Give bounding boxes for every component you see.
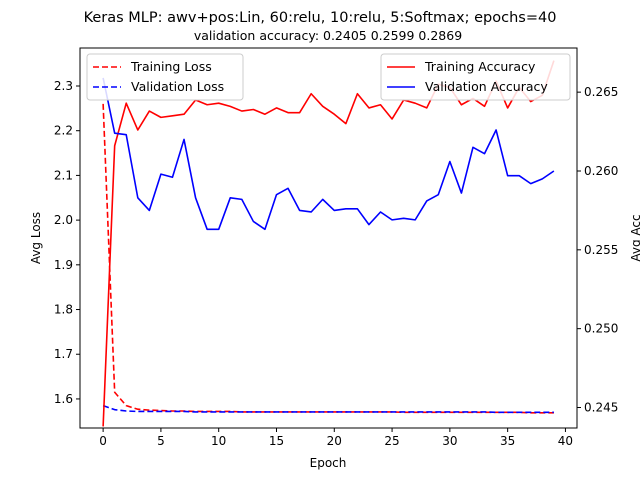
series-line-validation-loss bbox=[102, 404, 554, 414]
x-tick-label: 0 bbox=[99, 434, 107, 448]
x-tick-label: 10 bbox=[211, 434, 226, 448]
y-left-tick-label: 2.3 bbox=[54, 79, 73, 93]
y-left-tick-label: 2.0 bbox=[54, 213, 73, 227]
x-tick-label: 35 bbox=[500, 434, 515, 448]
legend-validation-accuracy-label: Validation Accuracy bbox=[425, 79, 548, 94]
x-tick-label: 5 bbox=[157, 434, 165, 448]
chart-title: Keras MLP: awv+pos:Lin, 60:relu, 10:relu… bbox=[84, 10, 557, 26]
legend-training-loss-label: Training Loss bbox=[130, 59, 212, 74]
series-line-training-accuracy bbox=[102, 60, 555, 427]
legend-validation-loss-label: Validation Loss bbox=[131, 79, 224, 94]
y-right-tick-label: 0.265 bbox=[584, 85, 618, 99]
x-tick-label: 40 bbox=[558, 434, 573, 448]
legend-accuracy: Training Accuracy Validation Accuracy bbox=[380, 53, 571, 101]
axis-ticks: 0 5 10 15 20 25 30 35 40 1.6 1.7 1.8 1.9 2.0 2.1 2.2 2.3… bbox=[54, 79, 618, 448]
x-tick-label: 15 bbox=[269, 434, 284, 448]
y-right-tick-label: 0.245 bbox=[584, 401, 618, 415]
y-left-tick-label: 2.2 bbox=[54, 124, 73, 138]
y-right-tick-label: 0.260 bbox=[584, 164, 618, 178]
x-tick-label: 30 bbox=[442, 434, 457, 448]
y-axis-label-left: Avg Loss bbox=[29, 212, 43, 264]
legend-accuracy-box bbox=[380, 53, 571, 101]
legend-training-accuracy-label: Training Accuracy bbox=[424, 59, 536, 74]
chart-subtitle: validation accuracy: 0.2405 0.2599 0.286… bbox=[194, 28, 462, 43]
y-right-tick-label: 0.250 bbox=[584, 322, 618, 336]
y-left-tick-label: 1.6 bbox=[54, 392, 73, 406]
x-tick-label: 25 bbox=[384, 434, 399, 448]
y-left-tick-label: 1.7 bbox=[54, 347, 73, 361]
y-right-tick-label: 0.255 bbox=[584, 243, 618, 257]
series-line-validation-accuracy bbox=[102, 77, 555, 231]
legend-loss: Training Loss Validation Loss bbox=[86, 53, 244, 101]
series-layer bbox=[102, 60, 555, 427]
y-left-tick-label: 2.1 bbox=[54, 168, 73, 182]
plot-frame bbox=[79, 47, 578, 429]
x-axis-label: Epoch bbox=[310, 456, 347, 470]
legend-loss-box bbox=[86, 53, 244, 101]
y-left-tick-label: 1.8 bbox=[54, 303, 73, 317]
y-left-tick-label: 1.9 bbox=[54, 258, 73, 272]
y-axis-label-right: Avg Acc bbox=[629, 214, 640, 261]
x-tick-label: 20 bbox=[327, 434, 342, 448]
